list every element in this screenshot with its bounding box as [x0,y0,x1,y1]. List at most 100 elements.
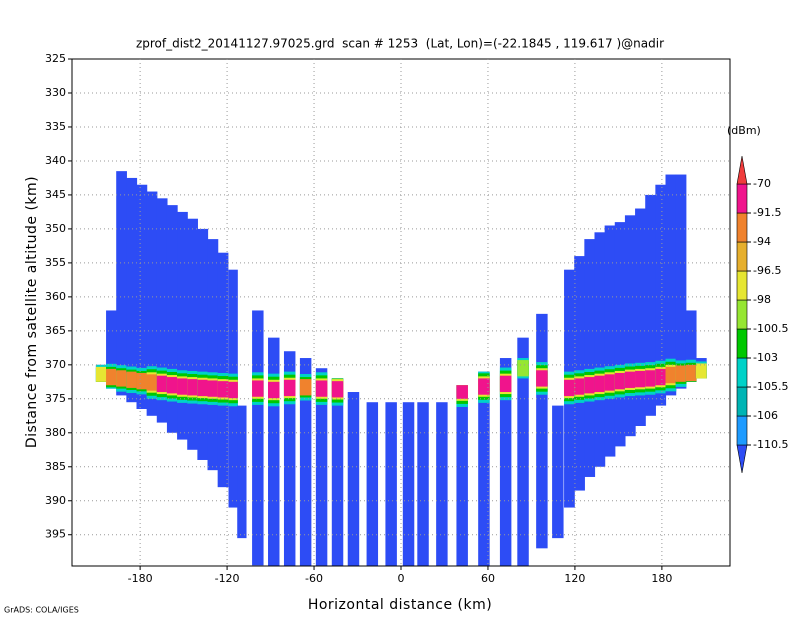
bright-band [207,380,219,397]
y-tick-label: 340 [45,154,66,167]
swath-column [517,337,529,566]
bright-band [217,381,229,398]
bright-band [536,370,548,387]
x-tick-label: 180 [651,572,672,585]
swath-column [347,392,360,566]
x-tick-label: 0 [398,572,405,585]
bright-band [604,374,616,391]
bright-band [574,378,585,395]
swath-column [299,358,312,566]
bright-band [331,381,344,398]
colorbar-unit: (dBm) [727,124,761,137]
swath-column [635,208,646,426]
bright-band [126,371,138,388]
colorbar-box [736,386,748,417]
bright-band [268,381,280,399]
colorbar-box [736,241,748,272]
x-tick-label: -180 [128,572,153,585]
x-tick-label: 60 [481,572,495,585]
colorbar-box [736,183,748,214]
y-tick-label: 380 [45,426,66,439]
swath-column [252,310,264,566]
bright-band [95,366,107,382]
swath-column [645,194,656,416]
bright-band [166,377,178,394]
colorbar-label: -98 [753,293,771,306]
colorbar-triangle [736,155,748,185]
swath-column [614,222,626,447]
y-tick-label: 335 [45,120,66,133]
swath-column [146,191,158,416]
swath-column [283,351,296,566]
y-tick-label: 355 [45,256,66,269]
swath-column [584,239,596,477]
bright-band [315,380,328,397]
swath-column [207,239,219,471]
bright-band [177,378,188,395]
y-tick-label: 365 [45,324,66,337]
swath-column [385,402,397,566]
colorbar-box [736,212,748,243]
bright-band [624,371,636,388]
swath-column [268,337,280,566]
colorbar-box [736,270,748,301]
bright-band [252,380,264,397]
x-axis-label: Horizontal distance (km) [308,597,492,613]
swath-column [604,225,616,457]
swath-column [126,177,138,403]
bright-band [614,372,626,390]
colorbar-label: -91.5 [753,206,781,219]
swath-column [136,184,148,410]
swath-column [331,378,344,566]
bright-band [156,375,168,393]
y-tick-label: 330 [45,86,66,99]
swath-column [436,402,448,566]
colorbar-box [736,415,748,446]
swath-column [217,252,229,488]
bright-band [517,360,529,377]
colorbar-triangle [736,444,748,474]
y-tick-label: 350 [45,222,66,235]
x-tick-label: -120 [215,572,240,585]
swath-column [594,232,606,467]
swath-column [187,218,198,450]
swath-column [366,402,379,566]
y-axis-label: Distance from satellite altitude (km) [24,176,40,448]
colorbar-box [736,328,748,359]
swath-column [237,405,247,539]
bright-band [584,377,596,394]
swath-column [156,198,168,423]
bright-band [456,385,468,399]
swath-column [655,184,667,406]
bright-band [594,375,606,393]
colorbar-box [736,299,748,330]
swath-column [417,402,429,566]
y-tick-label: 395 [45,528,66,541]
colorbar-label: -94 [753,235,771,248]
bright-band [665,366,677,384]
swath-column [456,385,468,566]
footer: GrADS: COLA/IGES [4,606,79,615]
swath-column [197,228,209,460]
bright-band [695,363,707,379]
swath-column [315,368,328,566]
swath-column [685,310,697,382]
bright-band [655,368,667,386]
bright-band [187,379,198,396]
bright-band [478,378,490,395]
swath-column [499,358,512,566]
y-tick-label: 325 [45,52,66,65]
swath-column [478,371,490,566]
y-tick-label: 390 [45,494,66,507]
y-tick-label: 385 [45,460,66,473]
colorbar-label: -70 [753,177,771,190]
swath-column [106,310,117,389]
y-tick-label: 375 [45,392,66,405]
colorbar-label: -96.5 [753,264,781,277]
y-tick-label: 370 [45,358,66,371]
swath-column [624,215,636,437]
swath-column [552,405,564,539]
y-tick-label: 360 [45,290,66,303]
